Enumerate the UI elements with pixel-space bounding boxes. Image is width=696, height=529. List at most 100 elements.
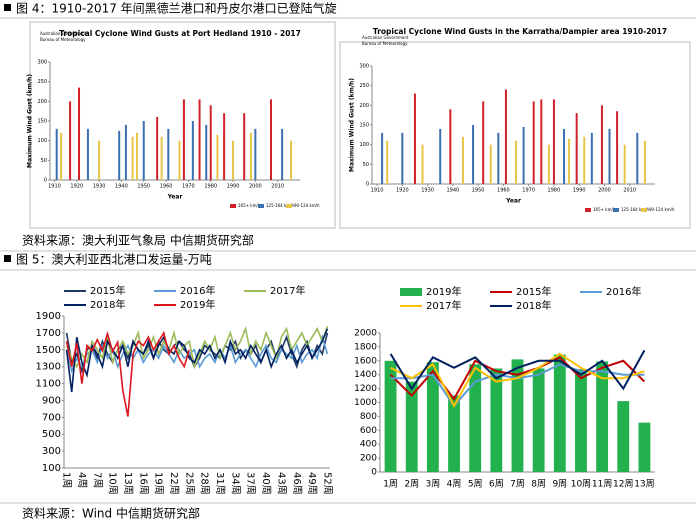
bar <box>136 132 139 180</box>
bar <box>482 101 485 184</box>
x-axis-label: Year <box>167 194 183 201</box>
x-tick-label: 1920 <box>396 188 409 194</box>
x-tick-label: 4周 <box>447 479 462 490</box>
x-tick-label: 10周 <box>571 479 591 490</box>
x-tick-label: 28周 <box>199 472 211 495</box>
bar <box>254 128 257 180</box>
series-line <box>390 352 645 409</box>
y-tick-label: 1100 <box>36 379 61 390</box>
y-tick-label: 2000 <box>354 329 377 339</box>
x-tick-label: 5周 <box>468 479 483 490</box>
legend-label: 2019年 <box>426 285 461 298</box>
x-tick-label: 2010 <box>271 184 284 190</box>
bar <box>78 87 81 180</box>
legend-swatch <box>286 204 292 208</box>
bar <box>124 124 127 180</box>
bar <box>205 124 208 180</box>
x-tick-label: 22周 <box>168 472 180 495</box>
bar <box>608 128 611 184</box>
bar <box>563 128 566 184</box>
y-tick-label: 1600 <box>354 356 377 366</box>
y-tick-label: 100 <box>42 463 61 474</box>
figure-caption: 图 4：1910-2017 年间黑德兰港口和丹皮尔港口已登陆气旋 <box>16 1 337 16</box>
bar <box>198 99 201 180</box>
x-tick-label: 2周 <box>404 479 419 490</box>
y-tick-label: 300 <box>37 60 47 66</box>
bar <box>532 368 545 472</box>
y-tick-label: 150 <box>359 123 369 129</box>
x-tick-label: 40周 <box>260 472 272 495</box>
x-tick-label: 43周 <box>275 472 287 495</box>
legend-label: 2016年 <box>180 284 215 297</box>
y-tick-label: 200 <box>360 454 377 464</box>
y-tick-label: 1000 <box>354 398 377 408</box>
x-tick-label: 1910 <box>371 188 384 194</box>
bar <box>596 361 609 472</box>
bar <box>553 354 566 472</box>
bar <box>489 144 492 184</box>
x-tick-label: 6周 <box>489 479 504 490</box>
bar <box>497 132 500 184</box>
bar <box>223 113 226 180</box>
x-tick-label: 37周 <box>245 472 257 495</box>
x-tick-label: 13周 <box>122 472 134 495</box>
bar <box>449 109 452 184</box>
series-line <box>389 356 646 401</box>
bar <box>156 117 159 180</box>
x-tick-label: 1990 <box>573 188 586 194</box>
y-tick-label: 1500 <box>36 345 61 356</box>
bar <box>178 140 181 180</box>
bar <box>472 125 475 184</box>
bar <box>540 99 543 184</box>
legend-label: 2017年 <box>426 299 461 312</box>
legend-swatch <box>230 204 236 208</box>
bar <box>616 111 619 184</box>
source-note: 资料来源：Wind 中信期货研究部 <box>22 506 200 521</box>
bar <box>386 140 389 184</box>
x-tick-label: 1950 <box>137 184 150 190</box>
x-tick-label: 2000 <box>598 188 611 194</box>
x-tick-label: 1940 <box>446 188 459 194</box>
bar <box>552 99 555 184</box>
legend-label: 125-164 km/h <box>621 207 650 212</box>
x-tick-label: 1周 <box>383 479 398 490</box>
series-line <box>65 325 329 370</box>
y-tick-label: 1200 <box>354 384 377 394</box>
y-tick-label: 0 <box>366 182 369 188</box>
x-tick-label: 52周 <box>321 472 333 495</box>
x-tick-label: 1990 <box>227 184 240 190</box>
x-tick-label: 1周 <box>61 472 73 488</box>
legend-label: 2019年 <box>180 298 215 311</box>
legend-label: 90-124 km/h <box>649 207 675 212</box>
bar <box>249 132 252 180</box>
bar <box>60 132 63 180</box>
legend-label: 2016年 <box>606 285 641 298</box>
x-tick-label: 11周 <box>592 479 612 490</box>
y-tick-label: 600 <box>360 426 377 436</box>
bar <box>98 140 101 180</box>
x-tick-label: 9周 <box>552 479 567 490</box>
series-line <box>389 349 646 391</box>
bar <box>426 362 439 472</box>
bar <box>617 401 630 472</box>
org-name: Australian Government <box>362 35 409 40</box>
bar <box>421 144 424 184</box>
bar <box>384 360 397 472</box>
org-name: Australian Government <box>40 31 87 36</box>
legend-label: 90-124 km/h <box>294 203 320 208</box>
bar <box>142 121 145 180</box>
y-tick-label: 50 <box>363 162 369 168</box>
bar <box>600 105 603 184</box>
figure-image <box>29 21 336 229</box>
x-tick-label: 46周 <box>291 472 303 495</box>
chart-title: Tropical Cyclone Wind Gusts at Port Hedl… <box>59 29 301 38</box>
x-tick-label: 19周 <box>153 472 165 495</box>
y-tick-label: 200 <box>37 99 47 105</box>
x-tick-label: 1950 <box>472 188 485 194</box>
x-tick-label: 13周 <box>634 479 654 490</box>
x-tick-label: 3周 <box>426 479 441 490</box>
x-tick-label: 2000 <box>249 184 262 190</box>
bar <box>401 132 404 184</box>
legend-swatch <box>641 208 647 212</box>
bar <box>381 132 384 184</box>
